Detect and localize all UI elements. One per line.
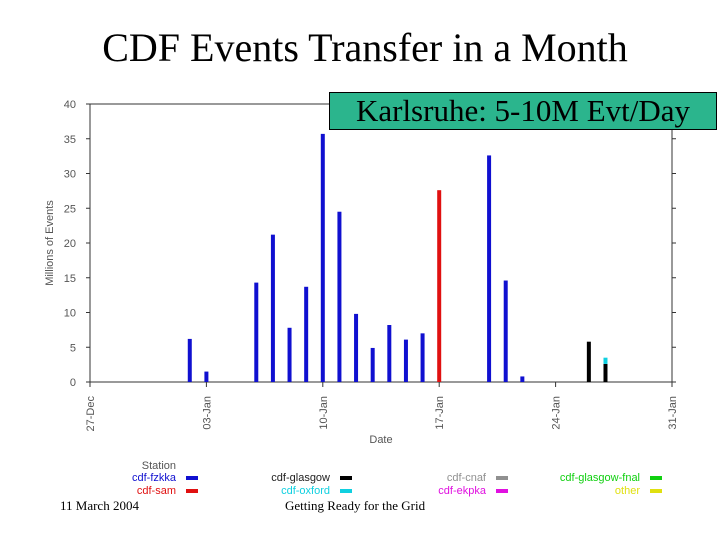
bar-cdf-fzkka	[403, 339, 408, 382]
y-tick-label: 30	[64, 169, 76, 181]
x-tick-label: 27-Dec	[85, 396, 97, 432]
y-tick-label: 20	[64, 238, 76, 250]
legend-label: cdf-ekpka	[438, 485, 487, 497]
y-tick-label: 0	[70, 377, 76, 389]
legend-label: cdf-sam	[137, 485, 176, 497]
y-axis: 0 5 10 15 20 25 30 35 40	[64, 99, 676, 389]
x-tick-label: 10-Jan	[318, 396, 330, 430]
y-tick-label: 25	[64, 203, 76, 215]
bar-cdf-fzkka	[387, 325, 392, 382]
legend-label: cdf-oxford	[281, 485, 330, 497]
y-tick-label: 10	[64, 308, 76, 320]
bar-cdf-fzkka	[304, 286, 309, 382]
x-axis: 27-Dec 03-Jan 10-Jan 17-Jan 24-Jan 31-Jan	[85, 382, 679, 431]
bar-cdf-glasgow	[586, 341, 591, 382]
legend-swatch	[650, 476, 662, 480]
callout-box: Karlsruhe: 5-10M Evt/Day	[329, 92, 717, 130]
bar-cdf-fzkka	[287, 327, 292, 382]
bar-cdf-fzkka	[270, 234, 275, 382]
legend-label: cdf-glasgow-fnal	[560, 472, 640, 484]
y-tick-label: 15	[64, 273, 76, 285]
y-tick-label: 5	[70, 342, 76, 354]
legend-label: cdf-cnaf	[447, 472, 487, 484]
x-axis-label: Date	[369, 434, 392, 446]
bar-cdf-fzkka	[320, 133, 325, 382]
bar-cdf-fzkka	[337, 211, 342, 382]
footer-center-text: Getting Ready for the Grid	[285, 498, 426, 513]
legend-swatch	[650, 489, 662, 493]
bar-cdf-oxford	[603, 357, 608, 364]
bar-cdf-fzkka	[370, 347, 375, 382]
x-tick-label: 31-Jan	[667, 396, 679, 430]
x-tick-label: 24-Jan	[551, 396, 563, 430]
bar-cdf-sam	[437, 190, 442, 382]
legend-label: cdf-fzkka	[132, 472, 177, 484]
footer-date: 11 March 2004	[60, 498, 139, 513]
bar-cdf-fzkka	[520, 376, 525, 382]
legend-title: Station	[142, 460, 176, 472]
y-tick-label: 40	[64, 99, 76, 111]
bar-cdf-fzkka	[503, 280, 508, 382]
legend-swatch	[186, 476, 198, 480]
legend-swatch	[496, 476, 508, 480]
y-axis-label: Millions of Events	[44, 200, 56, 286]
bar-cdf-fzkka	[187, 338, 192, 382]
legend-label: cdf-glasgow	[271, 472, 330, 484]
bar-cdf-fzkka	[254, 282, 259, 382]
bars	[187, 133, 608, 382]
bar-cdf-glasgow	[603, 363, 608, 382]
legend-swatch	[186, 489, 198, 493]
x-tick-label: 03-Jan	[201, 396, 213, 430]
bar-cdf-fzkka	[420, 333, 425, 382]
x-tick-label: 17-Jan	[434, 396, 446, 430]
legend-swatch	[340, 489, 352, 493]
bar-cdf-fzkka	[354, 313, 359, 382]
legend-swatch	[340, 476, 352, 480]
y-tick-label: 35	[64, 134, 76, 146]
legend-label: other	[615, 485, 640, 497]
bar-cdf-fzkka	[204, 371, 209, 382]
bar-cdf-fzkka	[487, 155, 492, 382]
slide-title: CDF Events Transfer in a Month	[102, 25, 628, 70]
legend-swatch	[496, 489, 508, 493]
